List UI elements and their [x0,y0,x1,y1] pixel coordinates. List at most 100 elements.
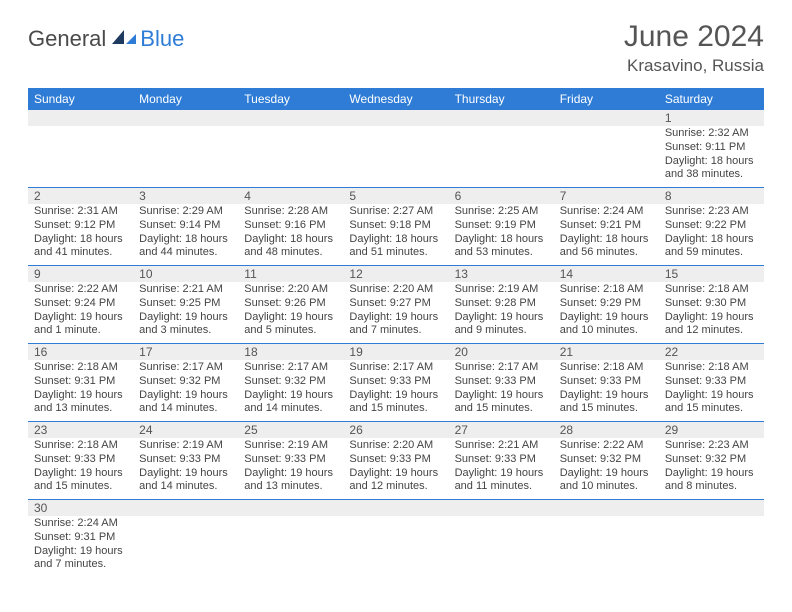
daylight-text: Daylight: 19 hours and 10 minutes. [560,467,653,495]
day-detail-cell: Sunrise: 2:17 AMSunset: 9:32 PMDaylight:… [238,360,343,422]
day-number-cell: 29 [659,422,764,439]
sunset-text: Sunset: 9:28 PM [455,297,548,311]
sunrise-text: Sunrise: 2:21 AM [455,439,548,453]
daylight-text: Daylight: 18 hours and 44 minutes. [139,233,232,261]
sunrise-text: Sunrise: 2:17 AM [349,361,442,375]
daylight-text: Daylight: 19 hours and 5 minutes. [244,311,337,339]
day-detail-cell: Sunrise: 2:27 AMSunset: 9:18 PMDaylight:… [343,204,448,266]
sunset-text: Sunset: 9:33 PM [349,453,442,467]
day-detail-cell: Sunrise: 2:18 AMSunset: 9:33 PMDaylight:… [28,438,133,500]
day-detail-cell: Sunrise: 2:31 AMSunset: 9:12 PMDaylight:… [28,204,133,266]
sunset-text: Sunset: 9:18 PM [349,219,442,233]
header: General Blue June 2024 Krasavino, Russia [28,20,764,76]
title-block: June 2024 Krasavino, Russia [624,20,764,76]
sunrise-text: Sunrise: 2:29 AM [139,205,232,219]
day-number-cell: 26 [343,422,448,439]
sail-icon [110,28,138,46]
sunset-text: Sunset: 9:26 PM [244,297,337,311]
day-number-cell: 25 [238,422,343,439]
day-detail-cell: Sunrise: 2:17 AMSunset: 9:33 PMDaylight:… [449,360,554,422]
sunset-text: Sunset: 9:11 PM [665,141,758,155]
logo-text-blue: Blue [140,26,184,52]
sunrise-text: Sunrise: 2:18 AM [34,439,127,453]
day-number-row: 23242526272829 [28,422,764,439]
day-detail-cell: Sunrise: 2:23 AMSunset: 9:22 PMDaylight:… [659,204,764,266]
sunset-text: Sunset: 9:32 PM [665,453,758,467]
sunrise-text: Sunrise: 2:20 AM [244,283,337,297]
day-detail-cell [133,516,238,577]
day-detail-cell [133,126,238,188]
daylight-text: Daylight: 19 hours and 13 minutes. [244,467,337,495]
daylight-text: Daylight: 18 hours and 53 minutes. [455,233,548,261]
sunset-text: Sunset: 9:33 PM [139,453,232,467]
logo: General Blue [28,20,184,52]
day-detail-cell: Sunrise: 2:20 AMSunset: 9:33 PMDaylight:… [343,438,448,500]
daylight-text: Daylight: 19 hours and 12 minutes. [349,467,442,495]
sunset-text: Sunset: 9:33 PM [244,453,337,467]
day-number-cell [28,110,133,126]
day-number-cell: 5 [343,188,448,205]
day-detail-cell: Sunrise: 2:19 AMSunset: 9:28 PMDaylight:… [449,282,554,344]
day-header: Monday [133,88,238,110]
sunrise-text: Sunrise: 2:28 AM [244,205,337,219]
sunset-text: Sunset: 9:31 PM [34,375,127,389]
day-detail-cell: Sunrise: 2:17 AMSunset: 9:33 PMDaylight:… [343,360,448,422]
day-detail-cell: Sunrise: 2:22 AMSunset: 9:24 PMDaylight:… [28,282,133,344]
day-detail-cell: Sunrise: 2:19 AMSunset: 9:33 PMDaylight:… [133,438,238,500]
sunset-text: Sunset: 9:33 PM [665,375,758,389]
day-number-cell: 2 [28,188,133,205]
daylight-text: Daylight: 18 hours and 41 minutes. [34,233,127,261]
sunrise-text: Sunrise: 2:21 AM [139,283,232,297]
daylight-text: Daylight: 19 hours and 9 minutes. [455,311,548,339]
sunset-text: Sunset: 9:33 PM [560,375,653,389]
day-number-cell: 27 [449,422,554,439]
day-detail-cell: Sunrise: 2:18 AMSunset: 9:30 PMDaylight:… [659,282,764,344]
day-detail-row: Sunrise: 2:18 AMSunset: 9:31 PMDaylight:… [28,360,764,422]
day-number-cell [554,110,659,126]
sunrise-text: Sunrise: 2:18 AM [665,361,758,375]
day-detail-cell: Sunrise: 2:21 AMSunset: 9:33 PMDaylight:… [449,438,554,500]
sunrise-text: Sunrise: 2:23 AM [665,439,758,453]
daylight-text: Daylight: 19 hours and 15 minutes. [455,389,548,417]
sunrise-text: Sunrise: 2:18 AM [665,283,758,297]
daylight-text: Daylight: 19 hours and 15 minutes. [349,389,442,417]
daylight-text: Daylight: 19 hours and 1 minute. [34,311,127,339]
day-detail-cell [28,126,133,188]
day-number-cell: 14 [554,266,659,283]
logo-text-general: General [28,26,106,52]
day-number-cell: 12 [343,266,448,283]
day-detail-cell: Sunrise: 2:19 AMSunset: 9:33 PMDaylight:… [238,438,343,500]
sunset-text: Sunset: 9:33 PM [34,453,127,467]
daylight-text: Daylight: 18 hours and 59 minutes. [665,233,758,261]
sunset-text: Sunset: 9:32 PM [244,375,337,389]
day-header: Thursday [449,88,554,110]
sunset-text: Sunset: 9:27 PM [349,297,442,311]
day-number-cell: 21 [554,344,659,361]
daylight-text: Daylight: 19 hours and 14 minutes. [139,389,232,417]
sunrise-text: Sunrise: 2:20 AM [349,439,442,453]
daylight-text: Daylight: 19 hours and 14 minutes. [244,389,337,417]
daylight-text: Daylight: 19 hours and 7 minutes. [34,545,127,573]
day-detail-cell: Sunrise: 2:20 AMSunset: 9:26 PMDaylight:… [238,282,343,344]
day-detail-cell: Sunrise: 2:18 AMSunset: 9:31 PMDaylight:… [28,360,133,422]
day-detail-cell [238,126,343,188]
day-number-cell [238,500,343,517]
day-header: Saturday [659,88,764,110]
sunrise-text: Sunrise: 2:25 AM [455,205,548,219]
day-number-row: 2345678 [28,188,764,205]
sunset-text: Sunset: 9:12 PM [34,219,127,233]
day-detail-cell: Sunrise: 2:28 AMSunset: 9:16 PMDaylight:… [238,204,343,266]
day-header: Tuesday [238,88,343,110]
day-detail-row: Sunrise: 2:18 AMSunset: 9:33 PMDaylight:… [28,438,764,500]
daylight-text: Daylight: 19 hours and 8 minutes. [665,467,758,495]
sunset-text: Sunset: 9:30 PM [665,297,758,311]
sunrise-text: Sunrise: 2:32 AM [665,127,758,141]
daylight-text: Daylight: 19 hours and 12 minutes. [665,311,758,339]
sunrise-text: Sunrise: 2:17 AM [455,361,548,375]
day-detail-cell: Sunrise: 2:22 AMSunset: 9:32 PMDaylight:… [554,438,659,500]
day-number-cell: 19 [343,344,448,361]
day-number-row: 16171819202122 [28,344,764,361]
day-number-cell: 18 [238,344,343,361]
daylight-text: Daylight: 18 hours and 38 minutes. [665,155,758,183]
sunrise-text: Sunrise: 2:18 AM [34,361,127,375]
